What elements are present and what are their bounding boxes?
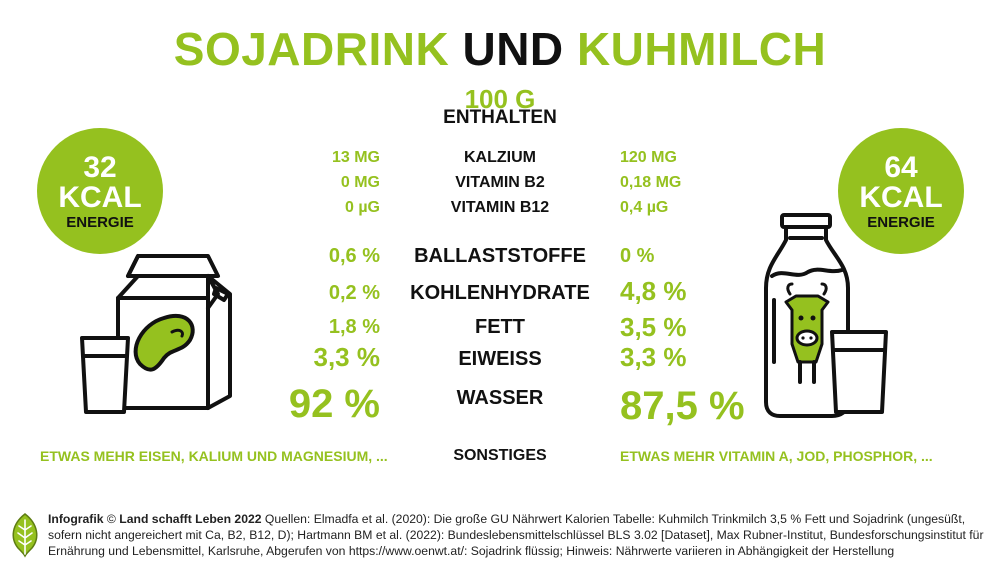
nutrient-name-wasser: WASSER (456, 387, 544, 409)
misc-label: SONSTIGES (453, 447, 547, 464)
nutrient-name-eiweiss: EIWEISS (458, 348, 542, 370)
nutrient-name-vitamin-b12: VITAMIN B12 (450, 199, 550, 216)
cow-icon (784, 282, 830, 384)
milk-value-kalzium: 120 MG (620, 149, 677, 166)
energy-value: 64 (884, 150, 918, 184)
soy-value-ballaststoffe: 0,6 % (328, 245, 380, 267)
soy-value-vitamin-b12: 0 µG (344, 199, 380, 216)
glass-icon (80, 336, 130, 414)
milk-value-eiweiss: 3,3 % (620, 342, 687, 372)
energy-badge-left: 32 KCAL ENERGIE (37, 128, 163, 254)
energy-unit: KCAL (859, 180, 943, 214)
soy-value-vitamin-b2: 0 MG (340, 174, 380, 191)
footer-brand-infografik: Infografik (48, 512, 104, 526)
footer-sources: Infografik © Land schafft Leben 2022 Que… (48, 512, 988, 560)
soy-value-kohlenhydrate: 0,2 % (328, 282, 380, 304)
soy-value-eiweiss: 3,3 % (313, 342, 381, 372)
title-part-soja: SOJADRINK (173, 23, 450, 75)
milk-value-ballaststoffe: 0 % (620, 245, 655, 267)
soy-value-fett: 1,8 % (328, 316, 380, 338)
milk-bottle-icon (764, 213, 888, 418)
nutrient-name-vitamin-b2: VITAMIN B2 (455, 174, 545, 191)
footer-brand-lsl: Land schafft Leben 2022 (119, 512, 262, 526)
energy-label: ENERGIE (867, 213, 935, 231)
milk-misc: ETWAS MEHR VITAMIN A, JOD, PHOSPHOR, ... (620, 448, 933, 464)
milk-value-vitamin-b2: 0,18 MG (620, 174, 682, 191)
nutrient-name-ballaststoffe: BALLASTSTOFFE (414, 245, 586, 267)
footer-text: Quellen: Elmadfa et al. (2020): Die groß… (48, 512, 984, 558)
footer-copyright: © (106, 512, 116, 526)
energy-label: ENERGIE (66, 213, 134, 231)
energy-value: 32 (83, 150, 117, 184)
milk-value-fett: 3,5 % (620, 312, 687, 342)
soy-value-kalzium: 13 MG (331, 149, 380, 166)
page-title: SOJADRINK UND KUHMILCH (0, 22, 1000, 76)
title-part-kuhmilch: KUHMILCH (576, 23, 827, 75)
soy-misc: ETWAS MEHR EISEN, KALIUM UND MAGNESIUM, … (40, 448, 388, 464)
nutrient-name-kohlenhydrate: KOHLENHYDRATE (410, 282, 590, 304)
energy-unit: KCAL (58, 180, 142, 214)
leaf-logo-icon (12, 513, 38, 558)
soy-value-wasser: 92 % (288, 382, 380, 426)
milk-value-vitamin-b12: 0,4 µG (620, 199, 669, 216)
nutrient-name-kalzium: KALZIUM (464, 149, 536, 166)
glass-icon (830, 330, 888, 414)
milk-value-wasser: 87,5 % (620, 384, 745, 428)
header-amount: 100 G (464, 84, 536, 114)
energy-badge-right: 64 KCAL ENERGIE (838, 128, 964, 254)
title-part-und: UND (462, 23, 564, 75)
nutrient-name-fett: FETT (475, 316, 525, 338)
soy-carton-icon (80, 254, 232, 414)
header-label: ENTHALTEN (443, 107, 557, 128)
milk-value-kohlenhydrate: 4,8 % (620, 276, 687, 306)
soybean-icon (133, 314, 195, 372)
